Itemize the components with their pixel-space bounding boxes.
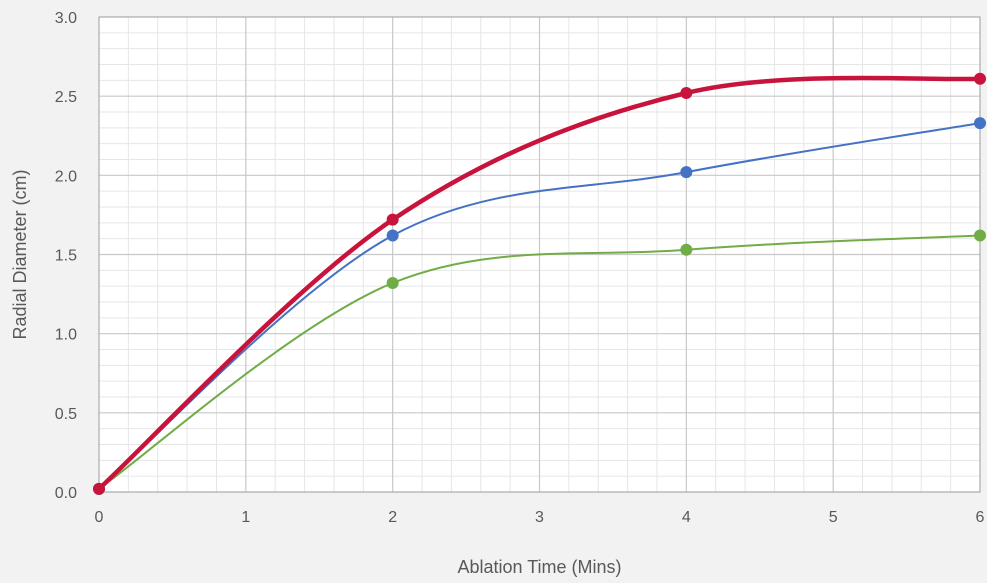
x-tick-label: 5: [829, 509, 838, 526]
x-tick-label: 2: [388, 509, 397, 526]
x-tick-label: 6: [976, 509, 985, 526]
x-tick-label: 3: [535, 509, 544, 526]
y-axis-ticks: 0.0 0.5 1.0 1.5 2.0 2.5 3.0: [55, 10, 77, 502]
series-3-point: [386, 277, 399, 289]
x-axis-title: Ablation Time (Mins): [457, 557, 621, 577]
series-3-point: [974, 229, 986, 242]
series-1-point: [680, 87, 693, 99]
x-tick-label: 4: [682, 509, 691, 526]
series-1: [93, 72, 986, 495]
series-3: [93, 229, 986, 495]
x-tick-label: 0: [95, 509, 104, 526]
y-tick-label: 2.0: [55, 168, 77, 185]
series-3-line: [98, 234, 981, 490]
series-1-line: [96, 75, 983, 492]
series-layer: [93, 72, 986, 495]
series-2-point: [974, 117, 986, 130]
y-tick-label: 1.5: [55, 248, 77, 265]
y-tick-label: 1.0: [55, 327, 77, 344]
series-2-line: [98, 122, 981, 490]
y-axis-title: Radial Diameter (cm): [10, 169, 30, 339]
plot-frame: [98, 16, 981, 493]
series-2-point: [386, 229, 399, 242]
series-1-point: [974, 72, 986, 85]
x-axis-ticks: 0 1 2 3 4 5 6: [95, 509, 985, 526]
y-tick-label: 0.5: [55, 406, 77, 423]
y-tick-label: 0.0: [55, 485, 77, 502]
series-2-point: [680, 166, 693, 179]
y-tick-label: 2.5: [55, 89, 77, 106]
y-tick-label: 3.0: [55, 10, 77, 27]
x-tick-label: 1: [241, 509, 250, 526]
series-1-point: [386, 213, 399, 226]
series-3-point: [680, 243, 693, 256]
series-1-point: [93, 482, 105, 495]
